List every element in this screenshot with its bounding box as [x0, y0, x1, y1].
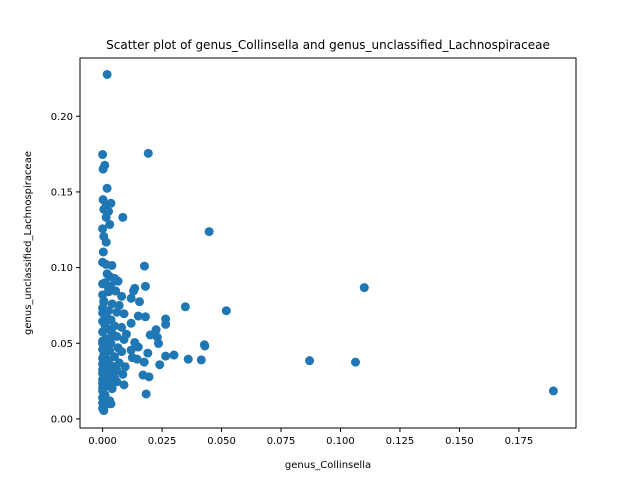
- x-tick-label: 0.150: [445, 436, 474, 447]
- data-point: [200, 341, 210, 351]
- data-point: [107, 384, 117, 394]
- y-tick-label: 0.00: [51, 414, 73, 425]
- data-point: [102, 183, 112, 193]
- data-point: [126, 293, 136, 303]
- data-point: [98, 338, 108, 348]
- data-point: [107, 260, 117, 270]
- data-point: [101, 212, 111, 222]
- data-point: [108, 331, 118, 341]
- data-point: [98, 224, 108, 234]
- x-tick-label: 0.025: [148, 436, 177, 447]
- data-point: [126, 318, 136, 328]
- data-point: [359, 283, 369, 293]
- chart-title: Scatter plot of genus_Collinsella and ge…: [106, 38, 550, 52]
- data-point: [133, 311, 143, 321]
- data-point: [151, 325, 161, 335]
- x-tick-label: 0.050: [207, 436, 236, 447]
- data-point: [119, 380, 129, 390]
- data-point: [101, 237, 111, 247]
- data-point: [98, 164, 108, 174]
- data-point: [117, 291, 127, 301]
- x-axis-label: genus_Collinsella: [285, 460, 371, 471]
- data-point: [117, 322, 127, 332]
- data-point: [105, 219, 115, 229]
- data-point: [140, 312, 150, 322]
- x-tick-label: 0.100: [326, 436, 355, 447]
- y-axis-label: genus_unclassified_Lachnospiraceae: [23, 151, 34, 335]
- data-point: [196, 355, 206, 365]
- y-tick-label: 0.20: [51, 112, 73, 123]
- data-point: [118, 369, 128, 379]
- data-point: [112, 307, 122, 317]
- data-point: [134, 297, 144, 307]
- data-point: [145, 330, 155, 340]
- data-point: [129, 286, 139, 296]
- data-point: [117, 347, 127, 357]
- data-point: [180, 302, 190, 312]
- data-point: [101, 356, 111, 366]
- data-point: [120, 362, 130, 372]
- data-point: [204, 227, 214, 237]
- data-point: [106, 198, 116, 208]
- data-point: [102, 371, 112, 381]
- data-point: [111, 286, 121, 296]
- data-point: [161, 319, 171, 329]
- data-point: [143, 348, 153, 358]
- data-point: [100, 278, 110, 288]
- x-tick-label: 0.075: [267, 436, 296, 447]
- data-point: [221, 306, 231, 316]
- y-axis-ticks: 0.00 0.05 0.10 0.15 0.20: [51, 112, 80, 425]
- data-point: [112, 377, 122, 387]
- points-layer: [98, 69, 558, 416]
- data-point: [169, 350, 179, 360]
- data-point: [144, 372, 154, 382]
- data-point: [139, 357, 149, 367]
- data-point: [100, 316, 110, 326]
- y-tick-label: 0.10: [51, 263, 73, 274]
- data-point: [141, 389, 151, 399]
- plot-frame: [79, 57, 577, 429]
- data-point: [113, 276, 123, 286]
- data-point: [143, 148, 153, 158]
- data-point: [183, 354, 193, 364]
- data-point: [109, 321, 119, 331]
- data-point: [140, 281, 150, 291]
- data-point: [99, 406, 109, 416]
- data-point: [107, 299, 117, 309]
- data-point: [119, 334, 129, 344]
- data-point: [133, 342, 143, 352]
- data-point: [119, 309, 129, 319]
- data-point: [161, 351, 171, 361]
- data-point: [98, 308, 108, 318]
- data-point: [305, 356, 315, 366]
- data-point: [102, 69, 112, 79]
- data-point: [132, 354, 142, 364]
- x-tick-label: 0.175: [505, 436, 534, 447]
- y-tick-label: 0.05: [51, 339, 73, 350]
- x-tick-label: 0.125: [386, 436, 415, 447]
- x-axis-ticks: 0.000 0.025 0.050 0.075 0.100 0.125 0.150 0.175: [88, 428, 533, 447]
- data-point: [126, 345, 136, 355]
- data-point: [548, 386, 558, 396]
- y-tick-label: 0.15: [51, 187, 73, 198]
- data-point: [155, 360, 165, 370]
- data-point: [139, 261, 149, 271]
- data-point: [98, 150, 108, 160]
- data-point: [350, 357, 360, 367]
- data-point: [98, 247, 108, 257]
- x-tick-label: 0.000: [88, 436, 117, 447]
- data-point: [99, 296, 109, 306]
- data-point: [114, 300, 124, 310]
- data-point: [118, 212, 128, 222]
- data-point: [98, 327, 108, 337]
- data-point: [154, 339, 163, 349]
